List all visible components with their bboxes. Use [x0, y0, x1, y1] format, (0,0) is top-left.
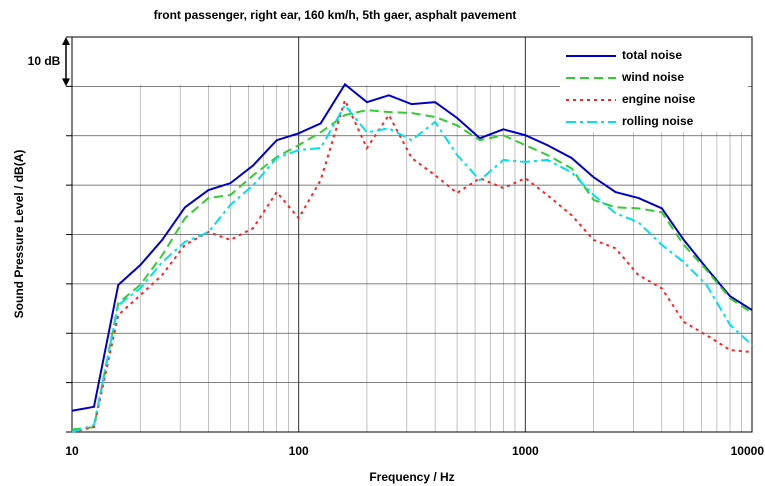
- x-tick-label: 10000: [731, 444, 765, 458]
- scale-label: 10 dB: [28, 54, 61, 68]
- plot-frame: [71, 36, 753, 433]
- y-axis-label: Sound Pressure Level / dB(A): [12, 150, 26, 319]
- chart-title: front passenger, right ear, 160 km/h, 5t…: [154, 8, 517, 22]
- legend: total noise wind noise engine noise rolling…: [560, 42, 748, 132]
- series-line: [71, 103, 753, 433]
- legend-label: wind noise: [621, 70, 684, 84]
- series-line: [71, 109, 753, 431]
- legend-label: total noise: [622, 48, 682, 62]
- x-tick-label: 10: [65, 444, 79, 458]
- x-tick-label: 1000: [512, 444, 539, 458]
- x-axis-label: Frequency / Hz: [369, 470, 454, 484]
- legend-label: rolling noise: [622, 114, 694, 128]
- series-line: [71, 97, 753, 433]
- legend-label: engine noise: [622, 92, 696, 106]
- x-tick-label: 100: [289, 444, 309, 458]
- series-line: [71, 82, 753, 412]
